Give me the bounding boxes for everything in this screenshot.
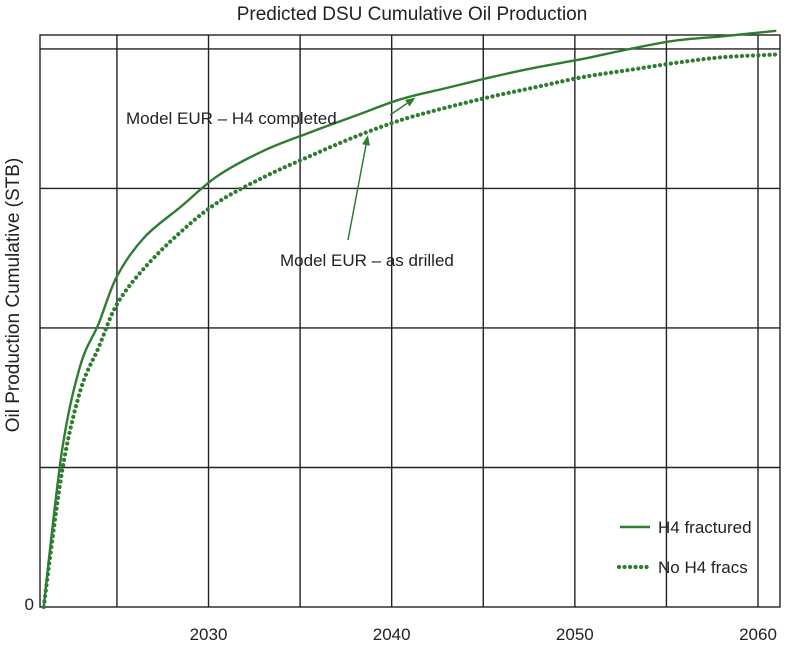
x-tick-label-2050: 2050	[556, 625, 594, 644]
legend-label-no-h4-fracs: No H4 fracs	[658, 558, 748, 577]
x-tick-label-2040: 2040	[373, 625, 411, 644]
annotation-h4-completed-arrow	[389, 102, 408, 116]
chart-title: Predicted DSU Cumulative Oil Production	[237, 4, 588, 25]
annotation-h4-completed: Model EUR – H4 completed	[126, 97, 416, 128]
x-tick-label-2060: 2060	[739, 625, 777, 644]
annotation-h4-completed-arrowhead	[404, 97, 416, 107]
tick-labels: 2030 2040 2050 2060 0	[25, 595, 777, 644]
annotation-as-drilled-text: Model EUR – as drilled	[280, 251, 454, 270]
annotation-as-drilled-arrow	[347, 144, 367, 241]
x-tick-label-2030: 2030	[190, 625, 228, 644]
annotation-as-drilled-arrowhead	[362, 135, 370, 146]
annotation-h4-completed-text: Model EUR – H4 completed	[126, 109, 337, 128]
legend-label-h4-fractured: H4 fractured	[658, 518, 752, 537]
legend: H4 fractured No H4 fracs	[616, 518, 752, 577]
series-line-h4-fractured	[42, 29, 777, 608]
series-layer	[41, 29, 779, 610]
plot-frame	[39, 34, 781, 608]
y-tick-label-0: 0	[25, 595, 34, 614]
series-line-no-h4-fracs	[41, 52, 779, 610]
y-axis-label: Oil Production Cumulative (STB)	[3, 158, 24, 433]
grid	[40, 35, 780, 607]
annotation-as-drilled: Model EUR – as drilled	[280, 135, 454, 270]
